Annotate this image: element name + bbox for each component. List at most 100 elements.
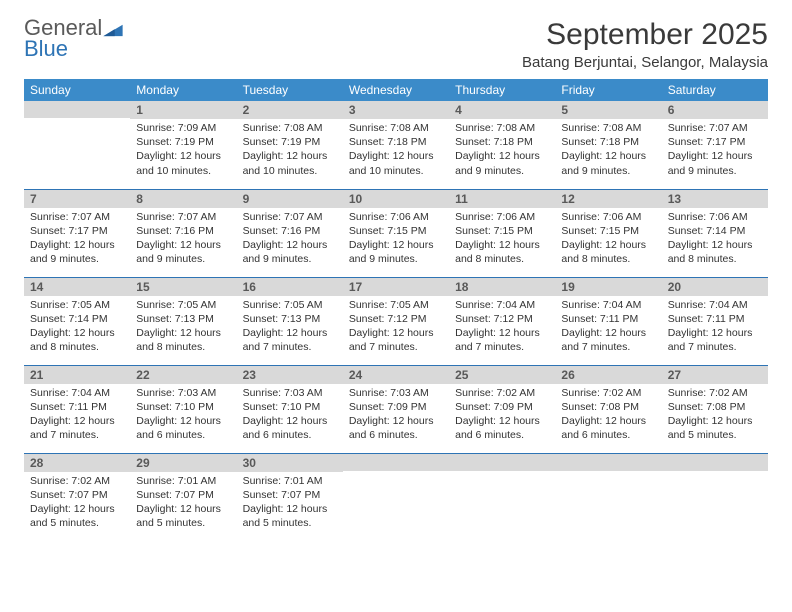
calendar-day-cell: 4Sunrise: 7:08 AM Sunset: 7:18 PM Daylig… [449,101,555,189]
day-number: 18 [449,278,555,296]
day-number: 8 [130,190,236,208]
calendar-day-cell [343,453,449,541]
calendar-day-cell: 29Sunrise: 7:01 AM Sunset: 7:07 PM Dayli… [130,453,236,541]
calendar-day-cell: 13Sunrise: 7:06 AM Sunset: 7:14 PM Dayli… [662,189,768,277]
day-number: 2 [237,101,343,119]
day-details: Sunrise: 7:08 AM Sunset: 7:19 PM Dayligh… [237,119,343,184]
day-details: Sunrise: 7:06 AM Sunset: 7:14 PM Dayligh… [662,208,768,273]
day-number: 9 [237,190,343,208]
day-number: 23 [237,366,343,384]
day-number: 30 [237,454,343,472]
day-details: Sunrise: 7:07 AM Sunset: 7:16 PM Dayligh… [237,208,343,273]
calendar-day-cell [24,101,130,189]
day-details: Sunrise: 7:04 AM Sunset: 7:11 PM Dayligh… [24,384,130,449]
calendar-week-row: 21Sunrise: 7:04 AM Sunset: 7:11 PM Dayli… [24,365,768,453]
day-details [449,471,555,479]
day-details: Sunrise: 7:07 AM Sunset: 7:16 PM Dayligh… [130,208,236,273]
day-number [449,454,555,471]
calendar-day-cell: 16Sunrise: 7:05 AM Sunset: 7:13 PM Dayli… [237,277,343,365]
day-number: 12 [555,190,661,208]
day-number: 1 [130,101,236,119]
day-number: 20 [662,278,768,296]
day-number: 5 [555,101,661,119]
calendar-day-cell: 27Sunrise: 7:02 AM Sunset: 7:08 PM Dayli… [662,365,768,453]
calendar-week-row: 28Sunrise: 7:02 AM Sunset: 7:07 PM Dayli… [24,453,768,541]
calendar-day-cell: 11Sunrise: 7:06 AM Sunset: 7:15 PM Dayli… [449,189,555,277]
day-number: 26 [555,366,661,384]
calendar-day-cell: 1Sunrise: 7:09 AM Sunset: 7:19 PM Daylig… [130,101,236,189]
calendar-day-cell: 6Sunrise: 7:07 AM Sunset: 7:17 PM Daylig… [662,101,768,189]
calendar-day-cell: 21Sunrise: 7:04 AM Sunset: 7:11 PM Dayli… [24,365,130,453]
day-details: Sunrise: 7:04 AM Sunset: 7:11 PM Dayligh… [555,296,661,361]
day-number: 28 [24,454,130,472]
calendar-day-cell [662,453,768,541]
calendar-day-cell: 30Sunrise: 7:01 AM Sunset: 7:07 PM Dayli… [237,453,343,541]
calendar-day-cell: 18Sunrise: 7:04 AM Sunset: 7:12 PM Dayli… [449,277,555,365]
weekday-header: Friday [555,79,661,101]
day-number [662,454,768,471]
calendar-day-cell: 22Sunrise: 7:03 AM Sunset: 7:10 PM Dayli… [130,365,236,453]
weekday-header: Saturday [662,79,768,101]
calendar-day-cell: 19Sunrise: 7:04 AM Sunset: 7:11 PM Dayli… [555,277,661,365]
day-number: 6 [662,101,768,119]
day-number: 19 [555,278,661,296]
day-number [24,101,130,118]
day-details: Sunrise: 7:07 AM Sunset: 7:17 PM Dayligh… [24,208,130,273]
day-number: 21 [24,366,130,384]
day-number: 22 [130,366,236,384]
header: GeneralBlue September 2025 Batang Berjun… [24,18,768,71]
day-number: 14 [24,278,130,296]
day-number [555,454,661,471]
day-details [662,471,768,479]
day-details: Sunrise: 7:04 AM Sunset: 7:12 PM Dayligh… [449,296,555,361]
calendar-table: Sunday Monday Tuesday Wednesday Thursday… [24,79,768,541]
day-details: Sunrise: 7:02 AM Sunset: 7:07 PM Dayligh… [24,472,130,537]
day-number: 13 [662,190,768,208]
day-details: Sunrise: 7:01 AM Sunset: 7:07 PM Dayligh… [130,472,236,537]
day-details: Sunrise: 7:07 AM Sunset: 7:17 PM Dayligh… [662,119,768,184]
day-details: Sunrise: 7:08 AM Sunset: 7:18 PM Dayligh… [343,119,449,184]
weekday-header: Tuesday [237,79,343,101]
day-number: 25 [449,366,555,384]
day-details: Sunrise: 7:03 AM Sunset: 7:09 PM Dayligh… [343,384,449,449]
calendar-day-cell: 25Sunrise: 7:02 AM Sunset: 7:09 PM Dayli… [449,365,555,453]
day-details: Sunrise: 7:06 AM Sunset: 7:15 PM Dayligh… [343,208,449,273]
day-details: Sunrise: 7:03 AM Sunset: 7:10 PM Dayligh… [130,384,236,449]
day-number: 24 [343,366,449,384]
day-details: Sunrise: 7:05 AM Sunset: 7:13 PM Dayligh… [237,296,343,361]
calendar-page: GeneralBlue September 2025 Batang Berjun… [0,0,792,559]
calendar-day-cell: 9Sunrise: 7:07 AM Sunset: 7:16 PM Daylig… [237,189,343,277]
calendar-day-cell: 24Sunrise: 7:03 AM Sunset: 7:09 PM Dayli… [343,365,449,453]
day-details [343,471,449,479]
weekday-header: Monday [130,79,236,101]
calendar-day-cell: 12Sunrise: 7:06 AM Sunset: 7:15 PM Dayli… [555,189,661,277]
day-details: Sunrise: 7:08 AM Sunset: 7:18 PM Dayligh… [449,119,555,184]
calendar-day-cell: 26Sunrise: 7:02 AM Sunset: 7:08 PM Dayli… [555,365,661,453]
day-details: Sunrise: 7:06 AM Sunset: 7:15 PM Dayligh… [555,208,661,273]
calendar-week-row: 14Sunrise: 7:05 AM Sunset: 7:14 PM Dayli… [24,277,768,365]
calendar-day-cell: 23Sunrise: 7:03 AM Sunset: 7:10 PM Dayli… [237,365,343,453]
calendar-day-cell: 10Sunrise: 7:06 AM Sunset: 7:15 PM Dayli… [343,189,449,277]
calendar-day-cell: 7Sunrise: 7:07 AM Sunset: 7:17 PM Daylig… [24,189,130,277]
calendar-day-cell: 20Sunrise: 7:04 AM Sunset: 7:11 PM Dayli… [662,277,768,365]
calendar-day-cell: 2Sunrise: 7:08 AM Sunset: 7:19 PM Daylig… [237,101,343,189]
calendar-day-cell [555,453,661,541]
day-number: 17 [343,278,449,296]
day-number: 10 [343,190,449,208]
day-details: Sunrise: 7:02 AM Sunset: 7:08 PM Dayligh… [662,384,768,449]
day-details: Sunrise: 7:08 AM Sunset: 7:18 PM Dayligh… [555,119,661,184]
day-details: Sunrise: 7:06 AM Sunset: 7:15 PM Dayligh… [449,208,555,273]
calendar-day-cell: 28Sunrise: 7:02 AM Sunset: 7:07 PM Dayli… [24,453,130,541]
calendar-day-cell: 15Sunrise: 7:05 AM Sunset: 7:13 PM Dayli… [130,277,236,365]
calendar-week-row: 7Sunrise: 7:07 AM Sunset: 7:17 PM Daylig… [24,189,768,277]
day-number: 11 [449,190,555,208]
day-number: 29 [130,454,236,472]
location-text: Batang Berjuntai, Selangor, Malaysia [522,54,768,71]
day-details: Sunrise: 7:02 AM Sunset: 7:09 PM Dayligh… [449,384,555,449]
title-block: September 2025 Batang Berjuntai, Selango… [522,18,768,71]
calendar-day-cell [449,453,555,541]
day-number: 4 [449,101,555,119]
day-details: Sunrise: 7:03 AM Sunset: 7:10 PM Dayligh… [237,384,343,449]
day-number [343,454,449,471]
calendar-day-cell: 5Sunrise: 7:08 AM Sunset: 7:18 PM Daylig… [555,101,661,189]
